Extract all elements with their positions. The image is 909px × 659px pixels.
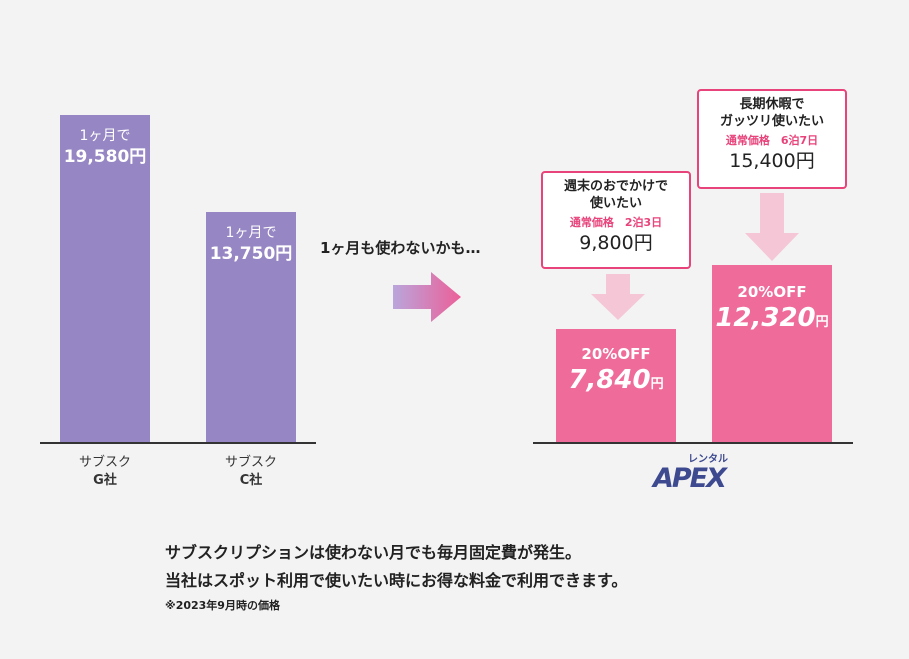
bar-g-price: 19,580円	[63, 147, 147, 167]
callout-weekend-title-2: 使いたい	[589, 196, 642, 211]
bar-long-price: 12,320円	[715, 303, 829, 333]
bar-weekend-discount: 20%OFF	[581, 345, 651, 363]
callout-weekend: 週末のおでかけで 使いたい 通常価格 2泊3日 9,800円	[541, 171, 691, 269]
bar-long-vacation: 20%OFF 12,320円	[712, 265, 832, 442]
bar-g-prefix: 1ヶ月で	[79, 128, 131, 144]
down-arrow-icon	[745, 193, 799, 261]
footer-line-1: サブスクリプションは使わない月でも毎月固定費が発生。	[165, 543, 582, 562]
bar-weekend: 20%OFF 7,840円	[556, 329, 676, 442]
category-c-line1: サブスク	[224, 455, 277, 470]
right-baseline	[533, 442, 853, 444]
middle-text: 1ヶ月も使わないかも…	[320, 239, 481, 257]
footer-note: ※2023年9月時の価格	[165, 599, 280, 612]
rental-apex-logo: レンタル APEX	[650, 450, 740, 500]
bar-c-prefix: 1ヶ月で	[225, 225, 277, 241]
category-g-line1: サブスク	[78, 455, 131, 470]
callout-long-vacation: 長期休暇で ガッツリ使いたい 通常価格 6泊7日 15,400円	[697, 89, 847, 189]
category-c-line2: C社	[239, 473, 263, 488]
logo-kana: レンタル	[688, 454, 728, 465]
left-baseline	[40, 442, 316, 444]
callout-weekend-title-1: 週末のおでかけで	[563, 179, 668, 194]
logo-word: APEX	[653, 463, 727, 494]
callout-long-price: 15,400円	[729, 150, 815, 172]
bar-g-company: 1ヶ月で 19,580円	[60, 115, 150, 442]
category-g-company: サブスク G社	[55, 454, 155, 490]
right-arrow-icon	[393, 272, 461, 322]
callout-long-title-1: 長期休暇で	[739, 97, 805, 112]
bar-c-price: 13,750円	[209, 244, 293, 264]
callout-long-title-2: ガッツリ使いたい	[719, 114, 824, 129]
bar-weekend-price: 7,840円	[568, 365, 664, 395]
footer-line-2: 当社はスポット利用で使いたい時にお得な料金で利用できます。	[165, 571, 628, 590]
bar-long-discount: 20%OFF	[737, 283, 807, 301]
bar-c-company: 1ヶ月で 13,750円	[206, 212, 296, 442]
down-arrow-icon	[591, 274, 645, 320]
category-c-company: サブスク C社	[201, 454, 301, 490]
callout-long-sub: 通常価格 6泊7日	[725, 134, 819, 147]
callout-weekend-price: 9,800円	[579, 232, 653, 254]
callout-weekend-sub: 通常価格 2泊3日	[569, 216, 663, 229]
category-g-line2: G社	[93, 473, 117, 488]
